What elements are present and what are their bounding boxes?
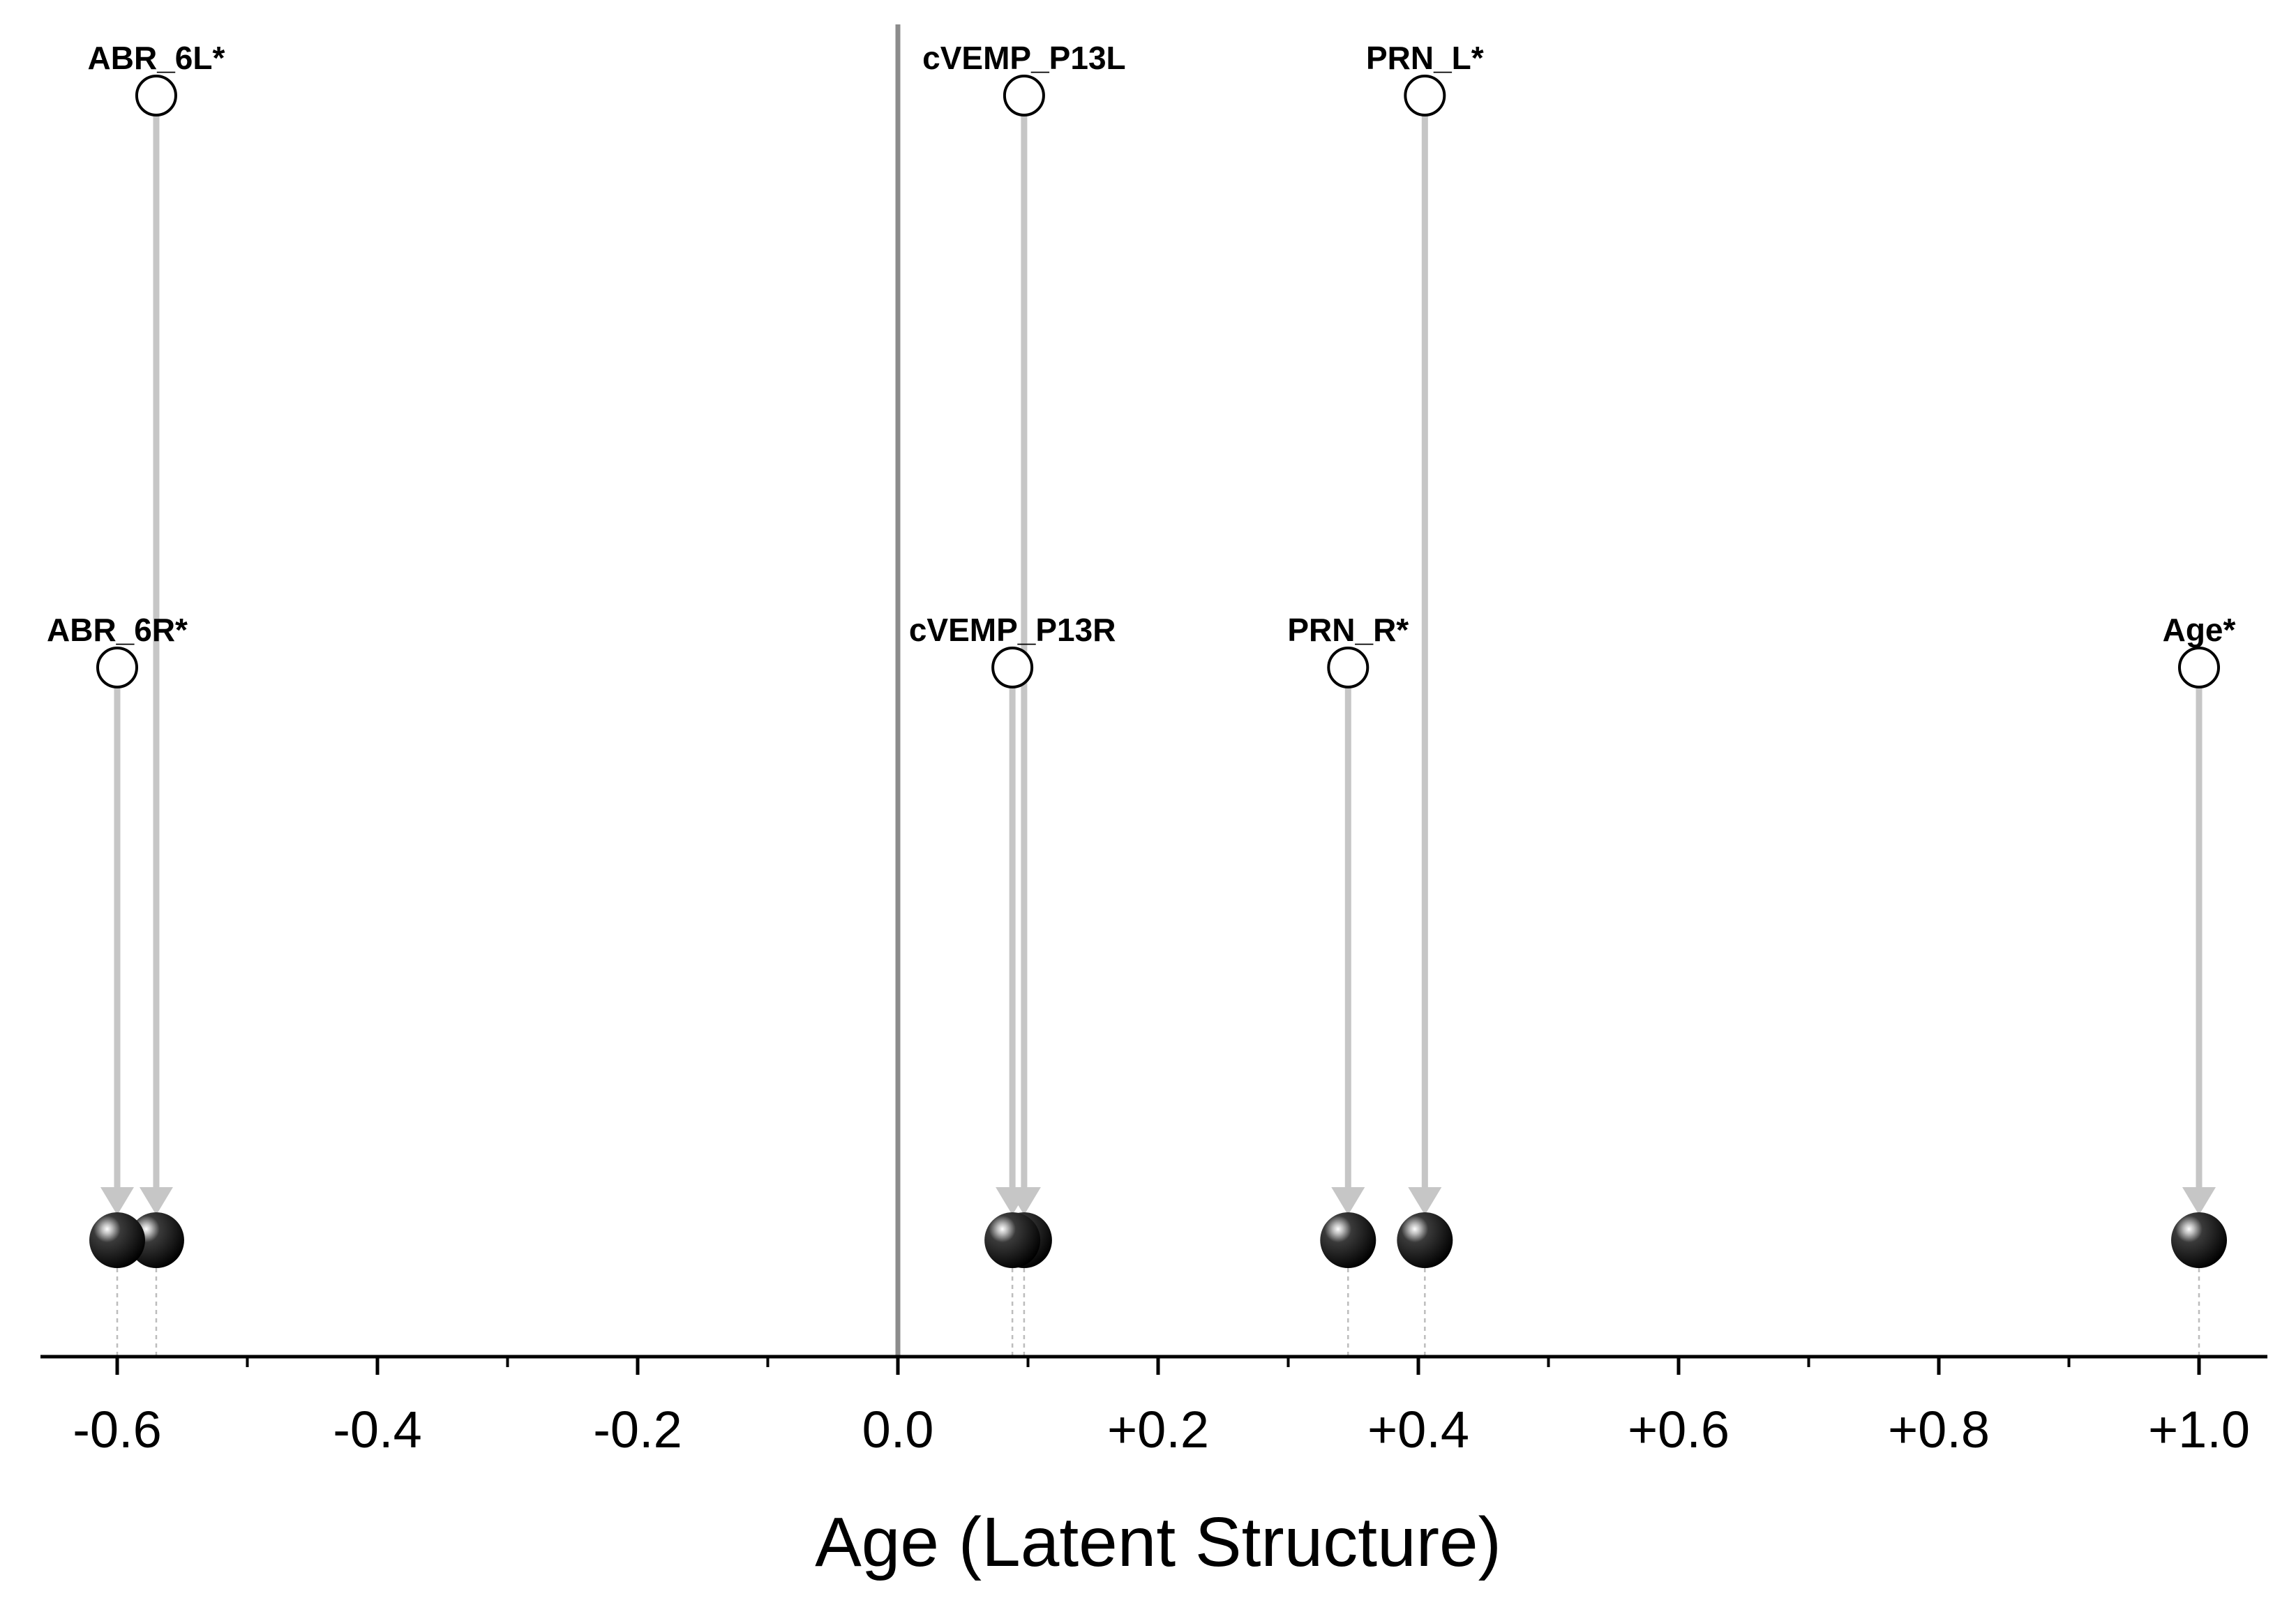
origin-point <box>991 647 1034 688</box>
x-tick-label: -0.2 <box>593 1401 682 1458</box>
arrow-head <box>996 1187 1030 1215</box>
x-tick-label: +0.8 <box>1888 1401 1990 1458</box>
origin-point <box>135 75 177 116</box>
x-tick-label: +0.6 <box>1628 1401 1729 1458</box>
x-tick-label: +1.0 <box>2148 1401 2250 1458</box>
points <box>89 75 2227 1268</box>
origin-point <box>2178 647 2220 688</box>
x-tick-label: 0.0 <box>862 1401 934 1458</box>
x-axis-title: Age (Latent Structure) <box>815 1503 1501 1581</box>
variable-label: cVEMP_P13R <box>909 612 1116 648</box>
arrow-head <box>139 1187 173 1215</box>
variable-label: cVEMP_P13L <box>922 40 1125 76</box>
x-tick-label: -0.4 <box>333 1401 422 1458</box>
x-tick-label: +0.4 <box>1367 1401 1469 1458</box>
arrow-head <box>1331 1187 1365 1215</box>
origin-point <box>1327 647 1370 688</box>
variable-label: ABR_6L* <box>88 40 225 76</box>
loading-point <box>2171 1212 2227 1268</box>
x-axis: -0.6 -0.4 -0.2 0.0 +0.2 +0.4 +0.6 +0.8 +1.0 <box>40 1355 2267 1458</box>
loading-point <box>128 1212 184 1268</box>
variable-label: PRN_R* <box>1287 612 1409 648</box>
variable-label: PRN_L* <box>1366 40 1484 76</box>
x-tick-label: -0.6 <box>73 1401 162 1458</box>
loading-point <box>984 1212 1041 1268</box>
variable-label: ABR_6R* <box>47 612 188 648</box>
guide-lines <box>116 24 2200 1357</box>
labels: ABR_6L* ABR_6R* cVEMP_P13L cVEMP_P13R PRN_L*… <box>47 40 2235 648</box>
x-tick-label: +0.2 <box>1107 1401 1209 1458</box>
loading-point <box>1397 1212 1453 1268</box>
loading-point <box>89 1212 145 1268</box>
loading-point <box>1320 1212 1376 1268</box>
origin-point <box>1003 75 1045 116</box>
arrow-head <box>2182 1187 2216 1215</box>
arrows <box>100 115 2216 1215</box>
origin-point <box>1404 75 1446 116</box>
variable-label: Age* <box>2163 612 2236 648</box>
origin-point <box>96 647 138 688</box>
arrow-head <box>100 1187 134 1215</box>
arrow-head <box>1408 1187 1442 1215</box>
